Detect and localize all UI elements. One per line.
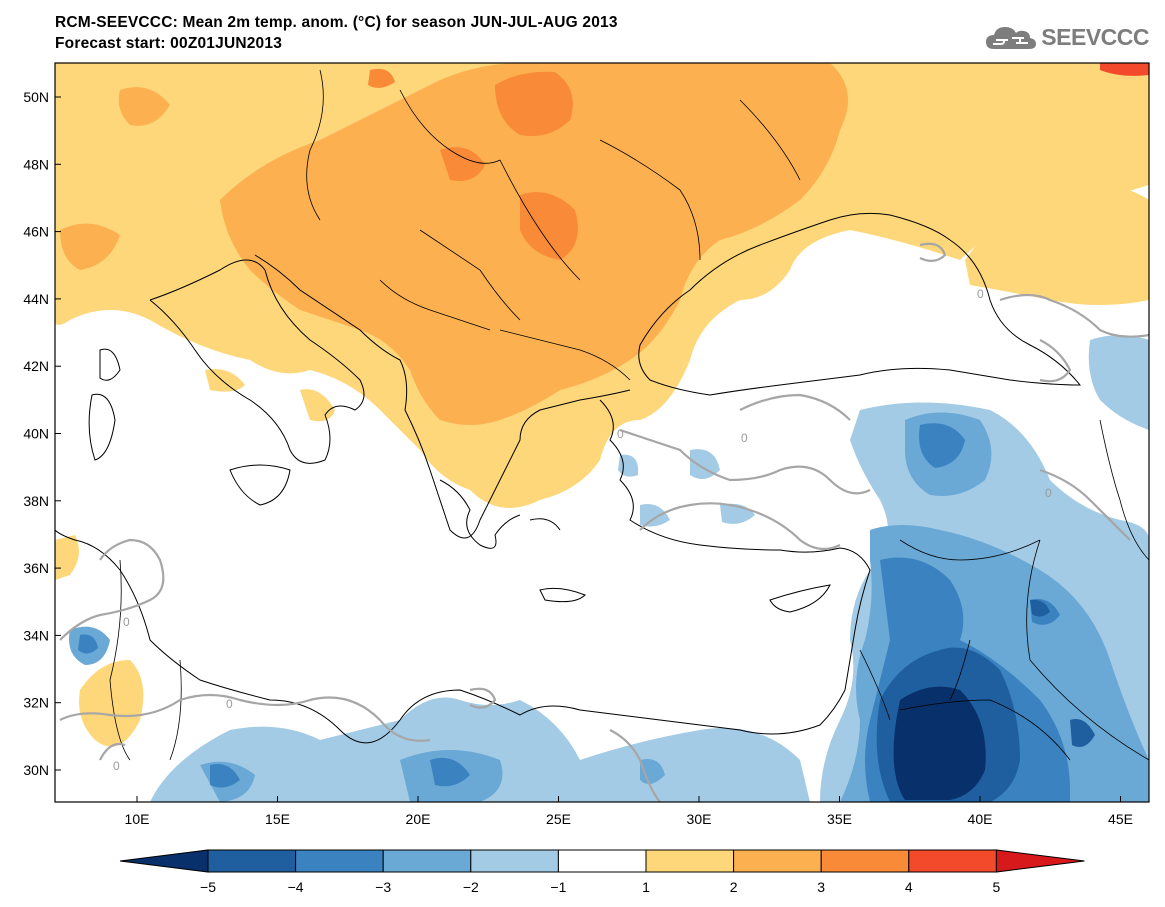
y-tick-label: 30N [23,762,49,778]
colorbar: −5 −4 −3 −2 −1 1 2 3 4 5 [119,849,1085,895]
colorbar-label: 2 [730,879,738,895]
warm-field-2to3-west [60,87,170,271]
colorbar-segment [207,849,297,873]
colorbar-label: 4 [905,879,913,895]
colorbar-segment [908,849,997,873]
chart-subtitle: Forecast start: 00Z01JUN2013 [55,35,283,52]
cold-field-below-5 [893,686,986,800]
colorbar-label: 3 [817,879,825,895]
contour-label: 0 [123,615,130,629]
x-tick-label: 20E [406,811,431,827]
coast-sicily [229,464,291,506]
colorbar-segment [820,849,910,873]
contour-label: 0 [617,427,624,441]
coast-adriatic [254,254,631,539]
x-tick-label: 30E [687,811,712,827]
cloud-icon [986,27,1037,49]
y-tick-label: 46N [23,224,49,240]
colorbar-segment [645,849,735,873]
coast-turkey [599,399,871,571]
colorbar-label: −3 [375,879,391,895]
colorbar-label: −4 [288,879,304,895]
warm-field-tunisia [79,660,144,747]
title-block: RCM-SEEVCCC: Mean 2m temp. anom. (°C) fo… [55,12,618,54]
x-axis: 10E 15E 20E 25E 30E 35E 40E 45E [125,796,1133,827]
contour-label: 0 [977,287,984,301]
y-tick-label: 38N [23,493,49,509]
zero-contours [59,242,1149,802]
colorbar-segment [382,849,472,873]
y-tick-label: 40N [23,426,49,442]
x-tick-label: 15E [265,811,290,827]
seevccc-logo: SEEVCCC [984,22,1149,52]
contour-label: 0 [1045,486,1052,500]
logo-text: SEEVCCC [1041,23,1149,50]
x-tick-label: 35E [827,811,852,827]
colorbar-label: −2 [463,879,479,895]
colorbar-label: 1 [642,879,650,895]
colorbar-segment [733,849,822,873]
y-axis: 50N 48N 46N 44N 42N 40N 38N 36N 34N 32N 30N [23,89,61,778]
y-tick-label: 44N [23,291,49,307]
coast-italy [149,259,365,464]
contour-label: 0 [741,431,748,445]
y-tick-label: 36N [23,560,49,576]
x-tick-label: 25E [546,811,571,827]
warm-field-3to4 [368,68,578,260]
contour-labels: 0 0 0 0 0 0 0 [113,287,1052,773]
coast-black-sea [638,212,1082,396]
warm-field-italy [205,369,335,422]
contour-label: 0 [226,697,233,711]
y-tick-label: 50N [23,89,49,105]
x-tick-label: 45E [1108,811,1133,827]
coast-sardinia [88,348,121,461]
chart-title: RCM-SEEVCCC: Mean 2m temp. anom. (°C) fo… [55,14,618,31]
coast-cyprus [769,584,831,613]
colorbar-label: 5 [993,879,1001,895]
colorbar-segment [295,849,384,873]
colorbar-label: −5 [200,879,216,895]
colorbar-segment [557,849,647,873]
coast-levant [55,529,871,744]
colorbar-low-triangle [119,849,209,873]
y-tick-label: 32N [23,695,49,711]
coastlines [55,69,1149,761]
map-frame [54,62,1150,803]
y-tick-label: 48N [23,156,49,172]
y-tick-label: 34N [23,627,49,643]
contour-label: 0 [113,759,120,773]
x-tick-label: 40E [968,811,993,827]
colorbar-segment [470,849,559,873]
y-tick-label: 42N [23,358,49,374]
map-fields [55,63,1149,802]
warm-field-4to5 [1100,63,1149,76]
warm-field-west [55,535,79,580]
coast-greece [439,479,586,603]
borders [109,69,1149,761]
colorbar-label: −1 [550,879,566,895]
colorbar-high-triangle [995,849,1085,873]
x-tick-label: 10E [125,811,150,827]
warm-field-1to2-east [965,184,1149,305]
cold-field-1to2-b [618,335,1149,527]
